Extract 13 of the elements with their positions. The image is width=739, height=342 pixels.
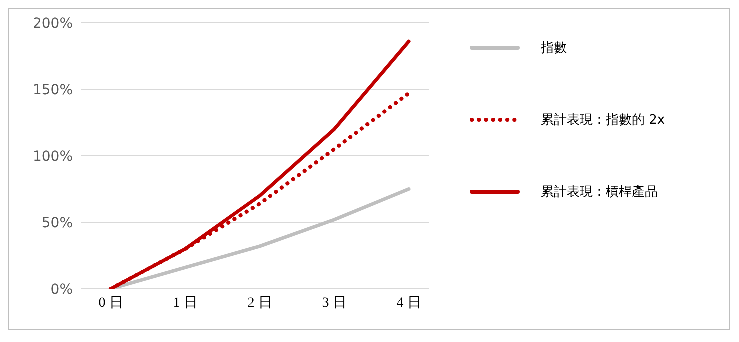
y-tick-label: 200% xyxy=(32,16,73,32)
legend-label: 指數 xyxy=(541,40,567,57)
legend-label: 累計表現：槓桿產品 xyxy=(541,184,658,201)
x-tick-label: 2 日 xyxy=(248,296,272,311)
x-tick-label: 0 日 xyxy=(98,296,124,311)
y-tick-label: 50% xyxy=(42,215,73,232)
y-tick-label: 100% xyxy=(32,148,73,165)
x-tick-label: 1 日 xyxy=(173,296,198,311)
x-tick-label: 3 日 xyxy=(322,296,347,311)
y-tick-label: 150% xyxy=(32,82,73,98)
y-tick-label: 0% xyxy=(50,282,73,298)
legend-label: 累計表現：指數的 2x xyxy=(541,112,666,129)
x-tick-label: 4 日 xyxy=(396,296,422,311)
